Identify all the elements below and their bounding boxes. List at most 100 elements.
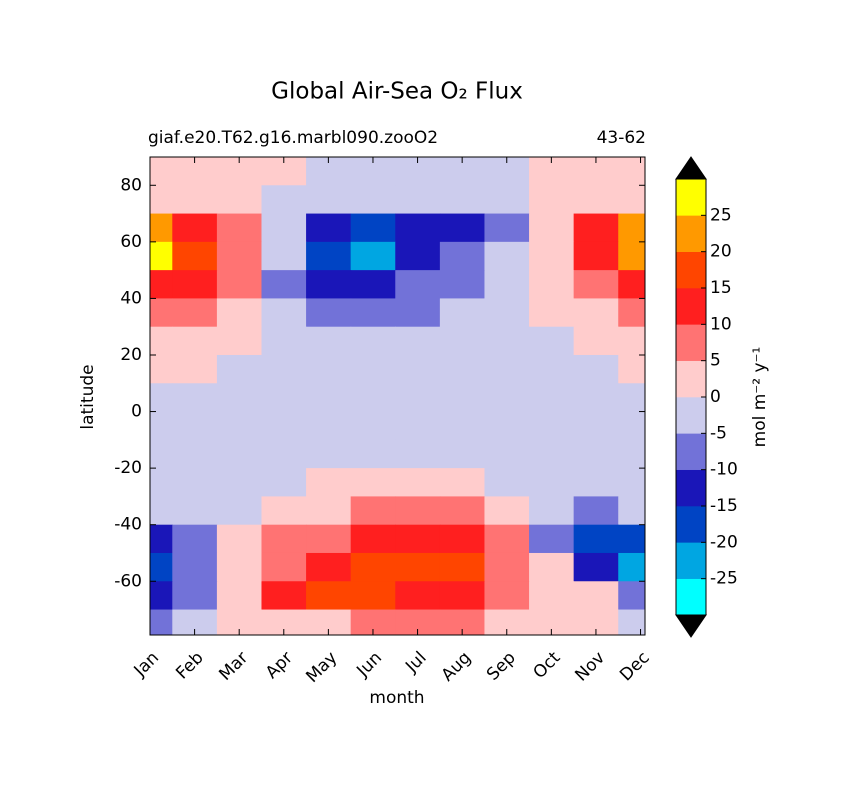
contour-cell [439,185,485,215]
contour-cell [618,326,646,356]
contour-cell [395,326,441,356]
colorbar-label: mol m⁻² y⁻¹ [750,347,770,448]
y-tick-label: 0 [131,402,142,422]
contour-cell [484,354,530,384]
contour-cell [439,241,485,271]
contour-cell [529,496,575,526]
contour-cell [618,270,646,299]
contour-cell [529,439,575,469]
contour-cell [439,411,485,441]
contour-cell [618,157,646,186]
contour-cell [573,354,619,384]
contour-cell [350,524,396,554]
contour-cell [150,326,173,356]
colorbar-tick-label: -5 [710,423,727,443]
contour-cell [529,354,575,384]
contour-cell [529,524,575,554]
contour-cell [350,468,396,497]
colorbar-tick-label: 5 [710,351,721,371]
contour-cell [395,241,441,271]
contour-cell [261,213,307,243]
contour-cell [261,383,307,413]
contour-cell [216,468,262,497]
contour-cell [618,241,646,271]
contour-cell [484,496,530,526]
contour-cell [216,326,262,356]
contour-cell [261,581,307,611]
colorbar-tick-label: 10 [710,314,732,334]
contour-cell [216,552,262,582]
contour-cell [573,552,619,582]
contour-cell [573,581,619,611]
contour-cell [529,383,575,413]
contour-cell [439,581,485,611]
contour-cell [439,496,485,526]
contour-cell [261,496,307,526]
y-tick-label: -40 [114,515,142,535]
subtitle-right: 43-62 [597,128,646,148]
contour-cell [306,439,352,469]
contour-cell [618,496,646,526]
contour-cell [150,609,173,636]
contour-cell [150,298,173,328]
contour-cell [150,581,173,611]
contour-cell [618,411,646,441]
contour-cell [216,298,262,328]
contour-cell [439,270,485,299]
contour-cell [484,581,530,611]
contour-cell [350,326,396,356]
contour-cell [261,439,307,469]
colorbar-segment [676,288,706,325]
contour-cell [484,326,530,356]
contour-cell [216,496,262,526]
y-tick-label: 20 [120,345,142,365]
contour-cell [216,354,262,384]
y-tick-label: -20 [114,458,142,478]
plot-frame [149,156,646,636]
contour-cell [150,552,173,582]
colorbar-segment [676,215,706,252]
contour-cell [529,298,575,328]
contour-cell [395,468,441,497]
contour-cell [529,411,575,441]
contour-cell [150,496,173,526]
colorbar-segment [676,578,706,616]
contour-cell [150,185,173,215]
contour-cell [395,411,441,441]
contour-cell [350,581,396,611]
x-axis-label: month [369,688,424,708]
contour-cell [484,411,530,441]
contour-cell [350,185,396,215]
contour-cell [172,411,218,441]
contour-cell [150,354,173,384]
contour-cell [395,213,441,243]
contour-cell [172,524,218,554]
contour-cell [261,326,307,356]
contour-cell [306,496,352,526]
contour-cell [172,468,218,497]
contour-cell [439,213,485,243]
colorbar-tick-label: 15 [710,278,732,298]
contour-cell [150,270,173,299]
contour-cell [395,524,441,554]
colorbar-segment [676,360,706,398]
colorbar-segment [676,397,706,434]
contour-cell [573,298,619,328]
colorbar-tick-label: -10 [710,460,738,480]
contour-cell [306,185,352,215]
contour-cell [306,326,352,356]
colorbar-segment [676,506,706,543]
contour-cell [172,298,218,328]
contour-cell [172,581,218,611]
colorbar-segment [676,469,706,507]
contour-cell [573,241,619,271]
colorbar-segment [676,251,706,289]
contour-cell [439,439,485,469]
colorbar-segment [676,324,706,361]
contour-cell [350,383,396,413]
contour-cell [529,552,575,582]
contour-cell [150,157,173,186]
contour-cell [618,524,646,554]
contour-cell [529,185,575,215]
contour-cell [573,326,619,356]
